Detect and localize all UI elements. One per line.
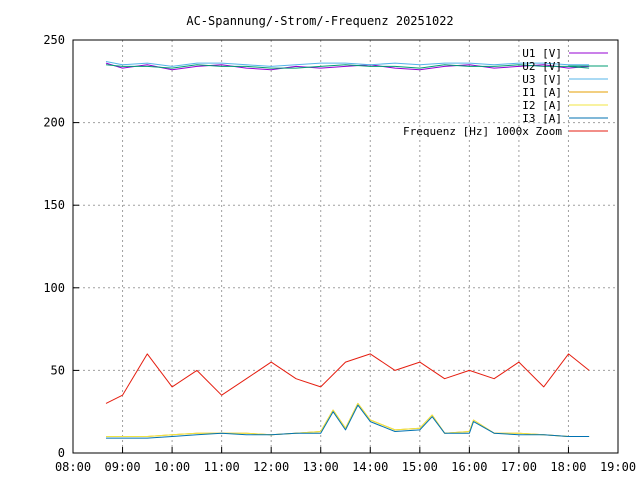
x-tick-label: 17:00 <box>501 460 537 474</box>
y-tick-label: 150 <box>43 198 65 212</box>
series-u1-line <box>105 62 590 71</box>
axis-ticks: 08:00 09:00 10:00 11:00 12:00 13:00 14:00 15:00… <box>43 33 636 474</box>
series-i1-line <box>106 402 590 437</box>
series-u2-line <box>105 64 590 69</box>
x-tick-label: 19:00 <box>600 460 636 474</box>
x-tick-label: 08:00 <box>55 460 91 474</box>
y-tick-label: 200 <box>43 116 65 130</box>
legend-label: I3 [A] <box>522 112 562 125</box>
x-tick-label: 11:00 <box>204 460 240 474</box>
x-tick-label: 15:00 <box>402 460 438 474</box>
legend-label: U1 [V] <box>522 47 562 60</box>
legend-label: I2 [A] <box>522 99 562 112</box>
series-frequency-line <box>105 353 590 404</box>
x-tick-label: 16:00 <box>451 460 487 474</box>
x-tick-label: 14:00 <box>352 460 388 474</box>
legend-label: I1 [A] <box>522 86 562 99</box>
legend-label: Frequenz [Hz] 1000x Zoom <box>403 125 562 138</box>
series-u3-line <box>105 61 590 67</box>
x-tick-label: 09:00 <box>104 460 140 474</box>
series-i3-line <box>106 404 590 439</box>
legend: U1 [V]U2 [V]U3 [V]I1 [A]I2 [A]I3 [A]Freq… <box>403 47 608 138</box>
series-i2-line <box>106 402 590 437</box>
x-tick-label: 18:00 <box>550 460 586 474</box>
chart-title: AC-Spannung/-Strom/-Frequenz 20251022 <box>186 14 453 28</box>
x-tick-label: 13:00 <box>303 460 339 474</box>
x-tick-label: 10:00 <box>154 460 190 474</box>
legend-label: U2 [V] <box>522 60 562 73</box>
x-tick-label: 12:00 <box>253 460 289 474</box>
legend-label: U3 [V] <box>522 73 562 86</box>
y-tick-label: 100 <box>43 281 65 295</box>
y-tick-label: 50 <box>51 363 65 377</box>
plot-frame <box>72 39 619 454</box>
series-group <box>105 61 590 439</box>
y-tick-label: 0 <box>58 446 65 460</box>
y-tick-label: 250 <box>43 33 65 47</box>
grid <box>73 40 618 453</box>
